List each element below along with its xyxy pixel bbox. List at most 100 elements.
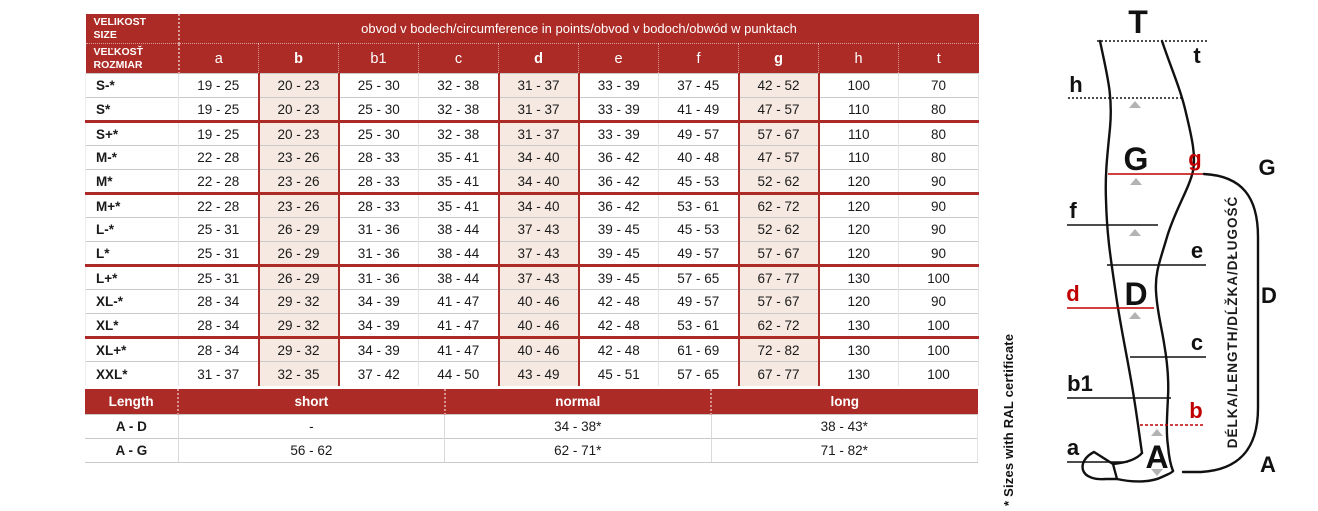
cell-XL+*-d: 40 - 46 (497, 336, 580, 362)
size-label-L-*: L-* (85, 217, 179, 242)
cell-L*-f: 49 - 57 (658, 241, 739, 266)
triangle-marker-h (1129, 101, 1141, 108)
size-row-M*: M* 22 - 28 23 - 26 28 - 33 35 - 41 34 - 40 36 … (85, 169, 980, 194)
size-label-S*: S* (85, 97, 179, 122)
cell-S*-h: 110 (818, 97, 899, 122)
size-label-M+*: M+* (85, 192, 179, 218)
cell-S*-b1: 25 - 30 (338, 97, 419, 122)
length-cell-A-G-long: 71 - 82* (710, 438, 979, 464)
cell-S*-c: 32 - 38 (418, 97, 499, 122)
corner-header-cs-en: VELIKOST SIZE (85, 14, 180, 45)
cell-M+*-t: 90 (897, 192, 980, 218)
cell-XL*-b1: 34 - 39 (338, 313, 419, 338)
cell-M-*-c: 35 - 41 (418, 145, 499, 170)
size-label-XL*: XL* (85, 313, 179, 338)
cell-L-*-h: 120 (818, 217, 899, 242)
cell-S+*-c: 32 - 38 (418, 120, 499, 146)
cell-XXL*-h: 130 (818, 361, 899, 386)
length-cell-A-D-long: 38 - 43* (710, 414, 979, 439)
cell-XL-*-a: 28 - 34 (178, 289, 259, 314)
diagram-label-A-right: A (1260, 452, 1276, 477)
cell-M*-b: 23 - 26 (257, 169, 340, 194)
diagram-label-a: a (1067, 435, 1080, 460)
cell-XL+*-t: 100 (897, 336, 980, 362)
length-row-A-D: A - D -34 - 38* 38 - 43* (85, 414, 979, 439)
size-row-XL*: XL* 28 - 34 29 - 32 34 - 39 41 - 47 40 - 46 42… (85, 313, 980, 338)
diagram-label-c: c (1191, 330, 1203, 355)
size-label-S-*: S-* (85, 73, 179, 98)
cell-S+*-b1: 25 - 30 (338, 120, 419, 146)
size-row-S*: S* 19 - 25 20 - 23 25 - 30 32 - 38 31 - 37 33 … (85, 97, 980, 122)
cell-XXL*-e: 45 - 51 (578, 361, 659, 386)
cell-L-*-g: 52 - 62 (737, 217, 820, 242)
diagram-label-T: T (1128, 4, 1148, 40)
cell-L+*-a: 25 - 31 (178, 264, 259, 290)
cell-XXL*-f: 57 - 65 (658, 361, 739, 386)
cell-XL+*-c: 41 - 47 (418, 336, 499, 362)
cell-M*-d: 34 - 40 (497, 169, 580, 194)
size-row-L*: L* 25 - 31 26 - 29 31 - 36 38 - 44 37 - 43 39 … (85, 241, 980, 266)
cell-S*-b: 20 - 23 (257, 97, 340, 122)
cell-L*-t: 90 (897, 241, 980, 266)
length-cell-A-D-normal: 34 - 38* (444, 414, 712, 439)
column-header-b: b (258, 43, 339, 74)
diagram-label-b: b (1189, 398, 1202, 423)
size-row-M+*: M+* 22 - 28 23 - 26 28 - 33 35 - 41 34 - 40 36… (85, 192, 980, 218)
size-label-L*: L* (85, 241, 179, 266)
column-header-t: t (897, 43, 979, 74)
cell-S+*-f: 49 - 57 (658, 120, 739, 146)
length-table-body: A - D -34 - 38* 38 - 43* A - G 56 - 62 62 - 7… (85, 414, 979, 464)
cell-S+*-t: 80 (897, 120, 980, 146)
length-header-normal: normal (443, 388, 712, 415)
cell-L*-g: 57 - 67 (737, 241, 820, 266)
cell-XL*-b: 29 - 32 (257, 313, 340, 338)
cell-XXL*-c: 44 - 50 (418, 361, 499, 386)
column-header-h: h (818, 43, 899, 74)
cell-M-*-e: 36 - 42 (578, 145, 659, 170)
cell-XL-*-d: 40 - 46 (497, 289, 580, 314)
circumference-span-header: obvod v bodech/circumference in points/o… (178, 14, 979, 45)
diagram-label-e: e (1191, 238, 1203, 263)
cell-M-*-b1: 28 - 33 (338, 145, 419, 170)
cell-L+*-g: 67 - 77 (737, 264, 820, 290)
cell-L*-c: 38 - 44 (418, 241, 499, 266)
cell-XL+*-b: 29 - 32 (257, 336, 340, 362)
cell-M-*-t: 80 (897, 145, 980, 170)
cell-L+*-t: 100 (897, 264, 980, 290)
column-header-c: c (418, 43, 499, 74)
diagram-label-g: g (1188, 146, 1201, 171)
cell-M*-e: 36 - 42 (578, 169, 659, 194)
cell-S*-e: 33 - 39 (578, 97, 659, 122)
cell-XL*-f: 53 - 61 (658, 313, 739, 338)
cell-L*-h: 120 (818, 241, 899, 266)
cell-S*-f: 41 - 49 (658, 97, 739, 122)
leg-measurement-diagram: T t h G g G f e d D D c b1 b a A A DÉLKA… (1066, 4, 1277, 483)
cell-XL+*-h: 130 (818, 336, 899, 362)
cell-XL*-e: 42 - 48 (578, 313, 659, 338)
cell-M+*-g: 62 - 72 (737, 192, 820, 218)
triangle-marker-A-down (1151, 469, 1163, 476)
size-table: VELIKOST SIZE obvod v bodech/circumferen… (85, 14, 980, 386)
length-header-long: long (710, 388, 978, 415)
cell-XXL*-a: 31 - 37 (178, 361, 259, 386)
size-table-area: VELIKOST SIZE obvod v bodech/circumferen… (85, 14, 980, 464)
cell-XL+*-a: 28 - 34 (178, 336, 259, 362)
cell-M+*-b1: 28 - 33 (338, 192, 419, 218)
cell-L+*-e: 39 - 45 (578, 264, 659, 290)
cell-L*-b: 26 - 29 (257, 241, 340, 266)
length-header-row: Length short normal long (85, 388, 978, 415)
corner-line2: SIZE (93, 28, 117, 41)
cell-L-*-f: 45 - 53 (658, 217, 739, 242)
cell-S-*-h: 100 (818, 73, 899, 98)
size-row-S+*: S+* 19 - 25 20 - 23 25 - 30 32 - 38 31 - 37 33… (85, 120, 980, 146)
diagram-label-b1: b1 (1067, 371, 1093, 396)
column-header-g: g (738, 43, 819, 74)
cell-L-*-d: 37 - 43 (497, 217, 580, 242)
cell-XL+*-b1: 34 - 39 (338, 336, 419, 362)
diagram-label-G-big: G (1124, 141, 1149, 177)
size-label-M*: M* (85, 169, 179, 194)
cell-XL-*-g: 57 - 67 (737, 289, 820, 314)
corner-header-sk-pl: VEĽKOSŤ ROZMIAR (85, 43, 180, 74)
size-row-L+*: L+* 25 - 31 26 - 29 31 - 36 38 - 44 37 - 43 39… (85, 264, 980, 290)
cell-XL+*-f: 61 - 69 (658, 336, 739, 362)
